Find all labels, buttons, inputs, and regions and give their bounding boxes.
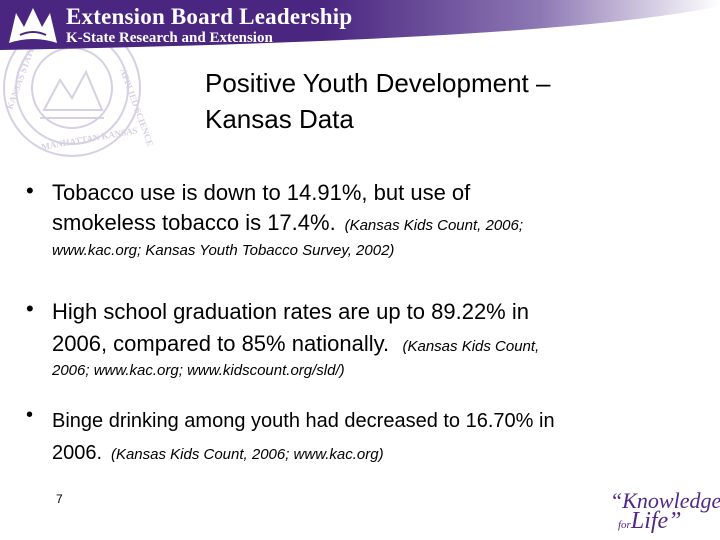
header-title: Extension Board Leadership [66,4,353,29]
bullet-marker: • [26,404,34,426]
header-band: Extension Board Leadership K-State Resea… [0,0,720,52]
wildcat-logo-icon [6,5,60,47]
bullet-text: High school graduation rates are up to 8… [52,299,529,324]
bullet-text: 2006 [52,442,97,464]
university-seal-icon: KANSAS STATE APPLIED SCIENCE MANHATTAN K… [0,19,200,190]
knowledge-for-life-logo: “Knowledge forLife” [600,488,720,536]
bullet-period: . [96,442,103,464]
bullet-tobacco: • Tobacco use is down to 14.91%, but use… [26,178,696,264]
brand-for: for [618,519,631,531]
bullet-marker: • [26,296,34,321]
citation: (Kansas Kids Count, [402,338,540,355]
bullet-binge-drinking: • Binge drinking among youth had decreas… [26,404,696,469]
page-number: 7 [56,492,63,506]
citation: 2006; www.kac.org; www.kidscount.org/sld… [52,362,345,379]
bullet-marker: • [26,178,34,203]
bullet-text: Binge drinking among youth had decreased… [52,410,555,432]
brand-line-1: “Knowledge [610,488,720,513]
citation: www.kac.org; Kansas Youth Tobacco Survey… [52,242,395,259]
svg-text:KANSAS STATE: KANSAS STATE [4,44,36,110]
svg-text:MANHATTAN KANSAS: MANHATTAN KANSAS [41,125,139,152]
slide-title-line-2: Kansas Data [205,104,354,134]
slide-title-line-1: Positive Youth Development – [205,68,551,98]
bullet-text: 2006, compared to 85% nationally [52,331,384,356]
citation: (Kansas Kids Count, 2006; www.kac.org) [110,446,384,463]
bullet-text: Tobacco use is down to 14.91%, but use o… [52,180,471,205]
citation: (Kansas Kids Count, 2006; [344,217,524,234]
bullet-period: . [383,331,390,356]
header-subtitle: K-State Research and Extension [66,30,273,46]
slide-title: Positive Youth Development – Kansas Data [205,65,550,137]
bullet-graduation: • High school graduation rates are up to… [26,296,696,382]
bullet-text: smokeless tobacco is 17.4%. [52,210,336,235]
brand-life: Life” [630,508,682,534]
